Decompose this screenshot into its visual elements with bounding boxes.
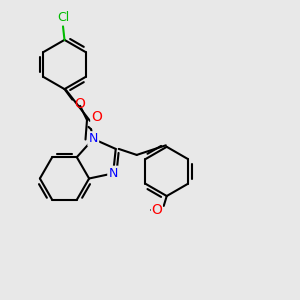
Text: N: N bbox=[88, 132, 98, 146]
Text: O: O bbox=[74, 97, 85, 110]
Text: O: O bbox=[91, 110, 102, 124]
Text: N: N bbox=[109, 167, 118, 180]
Text: O: O bbox=[152, 202, 162, 217]
Text: Cl: Cl bbox=[57, 11, 69, 24]
